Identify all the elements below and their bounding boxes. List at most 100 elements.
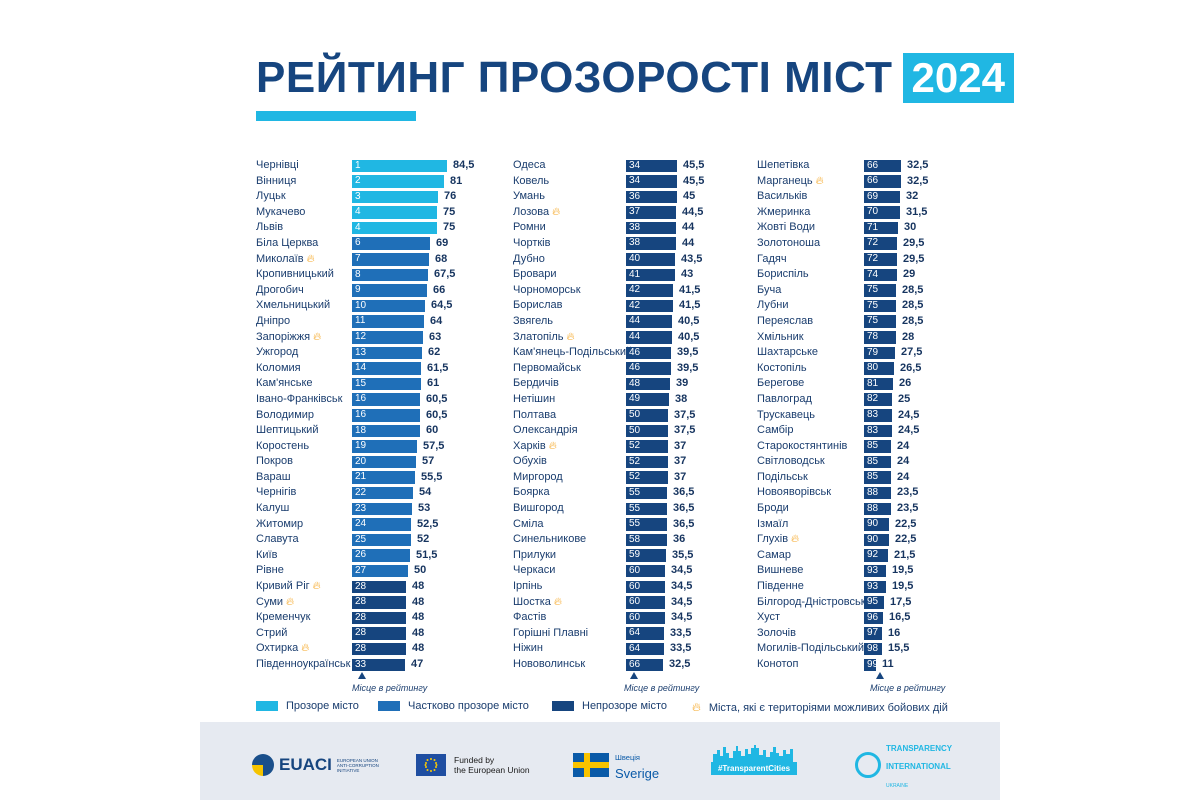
score-bar: 60 <box>626 611 665 625</box>
fire-icon: 🔥︎ <box>286 595 295 608</box>
ranking-column-2: Одеса 34 45,5 Ковель 34 45,5 Умань 36 45 Лозова 🔥︎… <box>513 158 743 673</box>
city-name: Золотоноша <box>757 236 820 252</box>
ti-line-2: INTERNATIONAL <box>886 762 951 771</box>
rank-label: 55 <box>629 518 641 530</box>
score-label: 39,5 <box>677 361 699 374</box>
score-label: 22,5 <box>895 517 917 530</box>
rank-label: 90 <box>867 518 879 530</box>
city-name: Старокостянтинів <box>757 439 847 455</box>
score-bar: 49 <box>626 393 669 406</box>
city-label: Чернігів <box>256 486 297 499</box>
score-bar: 11 <box>352 315 424 328</box>
city-name: Костопіль <box>757 361 807 377</box>
city-label: Фастів <box>513 611 547 624</box>
rank-label: 19 <box>355 440 367 452</box>
score-label: 31,5 <box>906 205 928 218</box>
score-label: 41,5 <box>679 283 701 296</box>
rank-label: 28 <box>355 642 367 654</box>
score-label: 29 <box>903 268 916 281</box>
city-name: Борислав <box>513 298 562 314</box>
city-label: Кам'янське <box>256 377 313 390</box>
ranking-row: Рівне 27 50 <box>256 563 486 579</box>
city-name: Ужгород <box>256 345 298 361</box>
ranking-row: Синельникове 58 36 <box>513 532 743 548</box>
city-label: Синельникове <box>513 533 587 546</box>
city-name: Нетішин <box>513 392 555 408</box>
rank-label: 28 <box>355 596 367 608</box>
score-label: 50 <box>414 564 427 577</box>
city-name: Ізмаїл <box>757 517 788 533</box>
fire-icon: 🔥︎ <box>553 595 562 608</box>
city-label: Жовті Води <box>757 221 816 234</box>
city-skyline-icon <box>713 745 793 762</box>
rank-label: 8 <box>355 268 361 280</box>
score-label: 39,5 <box>677 346 699 359</box>
city-label: Миколаїв <box>256 252 304 265</box>
score-bar: 83 <box>864 409 892 422</box>
city-name: Покров <box>256 454 293 470</box>
rank-label: 58 <box>629 533 641 545</box>
euaci-name: EUACI <box>279 755 332 774</box>
ranking-row: Кропивницький 8 67,5 <box>256 267 486 283</box>
city-label: Ізмаїл <box>757 517 789 530</box>
title-text: РЕЙТИНГ ПРОЗОРОСТІ МІСТ <box>256 53 893 102</box>
fire-icon: 🔥︎ <box>313 330 322 343</box>
score-label: 40,5 <box>678 314 700 327</box>
score-label: 52,5 <box>417 517 439 530</box>
ranking-row: Золочів 97 16 <box>757 626 987 642</box>
score-bar: 46 <box>626 362 671 375</box>
city-label: Золочів <box>757 626 796 639</box>
score-label: 75 <box>443 205 456 218</box>
rank-label: 6 <box>355 237 361 249</box>
city-name: Кам'янець-Подільський <box>513 345 632 361</box>
score-bar: 22 <box>352 486 413 500</box>
ranking-row: Коломия 14 61,5 <box>256 361 486 377</box>
city-label: Нововолинськ <box>513 658 586 670</box>
city-label: Бориспіль <box>757 268 809 281</box>
city-name: Кременчук <box>256 610 310 626</box>
score-label: 40,5 <box>678 330 700 343</box>
score-label: 57,5 <box>423 439 445 452</box>
city-label: Запоріжжя <box>256 330 311 343</box>
eu-stars-icon <box>424 758 438 772</box>
city-name: Коломия <box>256 361 301 377</box>
city-label: Південне <box>757 580 804 593</box>
rank-label: 10 <box>355 299 367 311</box>
rank-label: 90 <box>867 533 879 545</box>
city-name: Хмельницький <box>256 298 330 314</box>
score-label: 24 <box>897 439 910 452</box>
city-name: Жовті Води <box>757 220 815 236</box>
ranking-row: Покров 20 57 <box>256 454 486 470</box>
city-name: Харків 🔥︎ <box>513 439 557 455</box>
ranking-row: Дубно 40 43,5 <box>513 252 743 268</box>
rank-label: 42 <box>629 284 641 296</box>
transparency-international-logo: TRANSPARENCY INTERNATIONAL UKRAINE <box>855 744 952 789</box>
legend-item-partial: Частково прозоре місто <box>378 700 529 712</box>
ranking-row: Переяслав 75 28,5 <box>757 314 987 330</box>
rank-label: 74 <box>867 268 879 280</box>
city-name: Васильків <box>757 189 807 205</box>
rank-label: 28 <box>355 580 367 592</box>
ranking-row: Калуш 23 53 <box>256 501 486 517</box>
legend-label: Частково прозоре місто <box>408 700 529 712</box>
score-bar: 59 <box>626 549 666 562</box>
rank-label: 36 <box>629 190 641 202</box>
score-label: 37 <box>674 470 687 483</box>
rank-label: 27 <box>355 564 367 576</box>
rank-label: 85 <box>867 471 879 483</box>
fire-icon: 🔥︎ <box>791 533 800 546</box>
legend-swatch <box>552 701 574 711</box>
eu-logo: Funded by the European Union <box>416 749 530 781</box>
city-label: Рівне <box>256 564 284 577</box>
score-label: 38 <box>675 392 688 405</box>
city-label: Прилуки <box>513 548 557 561</box>
rank-label: 78 <box>867 331 879 343</box>
score-label: 23,5 <box>897 486 919 499</box>
score-bar: 12 <box>352 331 423 344</box>
rank-label: 66 <box>629 658 641 670</box>
score-bar: 4 <box>352 206 437 219</box>
score-bar: 38 <box>626 237 676 250</box>
city-name: Фастів <box>513 610 546 626</box>
score-bar: 20 <box>352 455 416 469</box>
score-bar: 52 <box>626 440 668 453</box>
